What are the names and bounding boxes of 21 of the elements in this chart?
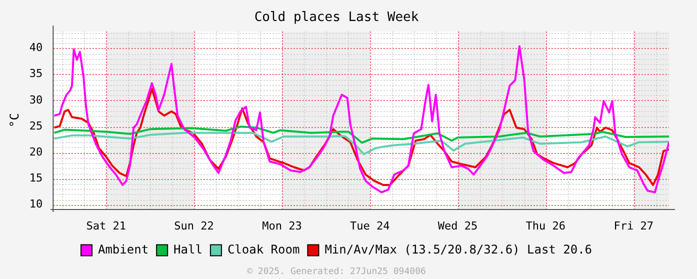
y-tick-label: 25 [29,119,43,132]
x-tick-label: Thu 26 [526,219,566,232]
text: © 2025. Generated: 27Jun25 094006 [247,266,426,277]
y-axis-title: °C [7,113,22,128]
legend-label: Hall [174,242,202,256]
x-tick-label: Wed 25 [438,219,478,232]
legend-label: Ambient [98,242,149,256]
x-tick-label: Sat 21 [86,219,126,232]
y-tick-label: 20 [29,146,43,159]
x-tick-label: Sun 22 [174,219,214,232]
y-tick-label: 15 [29,172,43,185]
legend-label: Cloak Room [227,242,300,256]
y-tick-label: 40 [29,41,43,54]
chart-title: Cold places Last Week [254,10,419,26]
legend-label: Min/Av/Max (13.5/20.8/32.6) Last 20.6 [324,242,592,256]
y-tick-label: 10 [29,198,43,211]
x-tick-label: Tue 24 [350,219,390,232]
y-tick-label: 30 [29,93,43,106]
y-tick-label: 35 [29,67,43,80]
x-tick-label: Mon 23 [262,219,302,232]
x-tick-label: Fri 27 [614,219,654,232]
